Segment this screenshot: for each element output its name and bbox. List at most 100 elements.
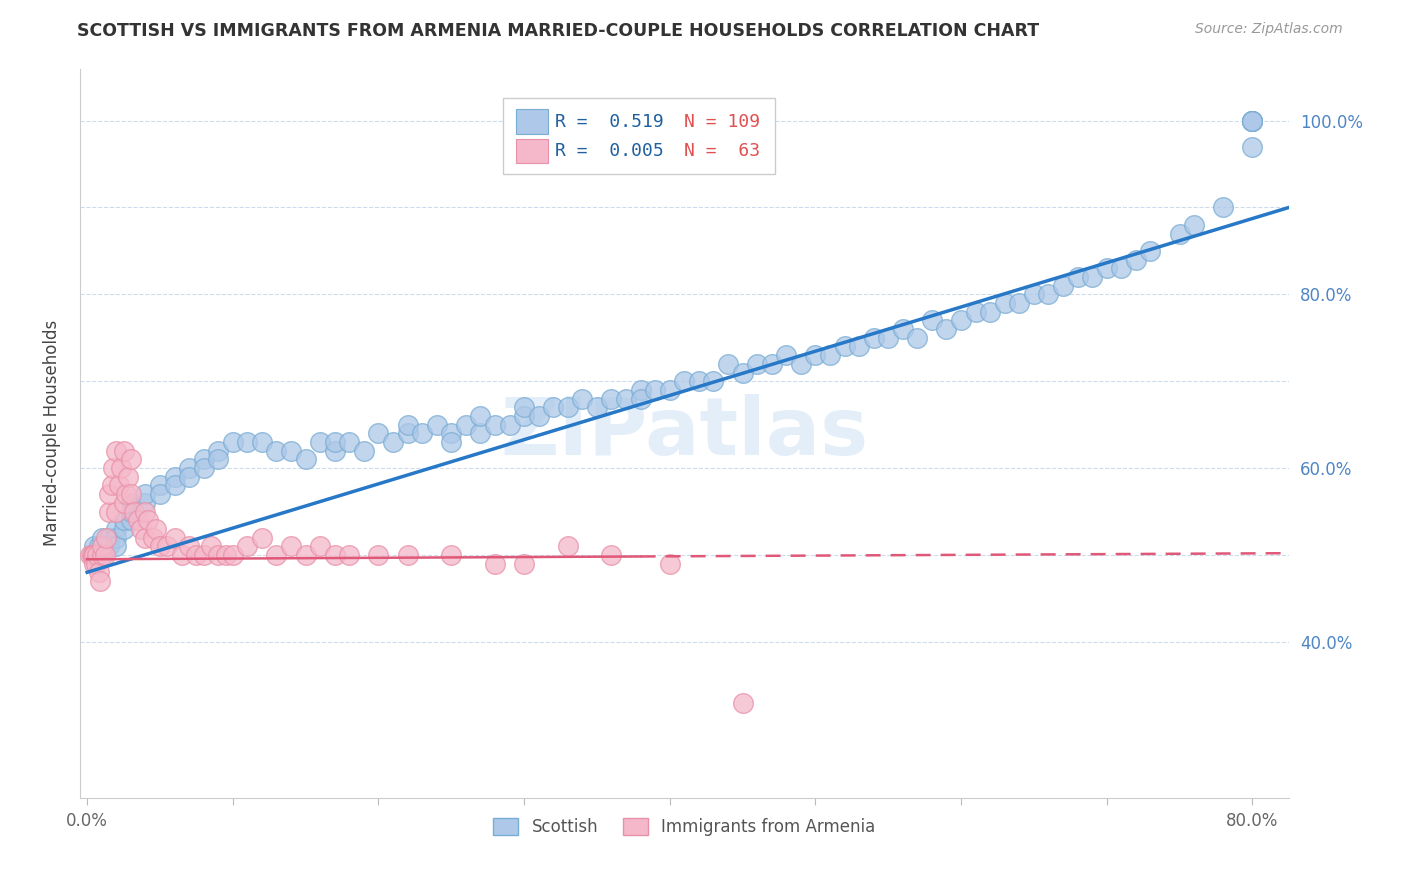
Point — [688, 374, 710, 388]
Point — [87, 566, 110, 580]
Point — [120, 496, 142, 510]
Point — [193, 452, 215, 467]
Point — [112, 496, 135, 510]
Point — [353, 443, 375, 458]
Point — [266, 548, 288, 562]
Legend: Scottish, Immigrants from Armenia: Scottish, Immigrants from Armenia — [485, 810, 884, 845]
Point — [250, 435, 273, 450]
Point — [571, 392, 593, 406]
Point — [134, 487, 156, 501]
Point — [994, 296, 1017, 310]
Point — [110, 461, 132, 475]
Point — [1038, 287, 1060, 301]
Point — [127, 513, 149, 527]
Point — [337, 548, 360, 562]
Point — [1168, 227, 1191, 241]
Point — [79, 548, 101, 562]
Point — [1109, 261, 1132, 276]
Y-axis label: Married-couple Households: Married-couple Households — [44, 320, 60, 547]
Point — [236, 539, 259, 553]
Point — [557, 401, 579, 415]
Point — [440, 426, 463, 441]
Point — [103, 461, 125, 475]
Point — [557, 539, 579, 553]
Point — [266, 443, 288, 458]
Point — [193, 461, 215, 475]
Point — [105, 504, 128, 518]
Point — [513, 557, 536, 571]
Point — [105, 531, 128, 545]
Point — [163, 469, 186, 483]
Text: R =  0.005: R = 0.005 — [555, 142, 664, 160]
Point — [214, 548, 236, 562]
Point — [935, 322, 957, 336]
Point — [90, 548, 112, 562]
Point — [470, 409, 492, 423]
Point — [134, 504, 156, 518]
Point — [222, 548, 245, 562]
Point — [1241, 113, 1264, 128]
Point — [86, 548, 108, 562]
Point — [702, 374, 724, 388]
Point — [186, 548, 208, 562]
Point — [193, 548, 215, 562]
Point — [129, 522, 152, 536]
Point — [323, 443, 346, 458]
Point — [105, 443, 128, 458]
Point — [470, 426, 492, 441]
Point — [1095, 261, 1118, 276]
Point — [541, 401, 564, 415]
Point — [600, 548, 623, 562]
Point — [136, 513, 159, 527]
Point — [134, 531, 156, 545]
Point — [454, 417, 477, 432]
Point — [337, 435, 360, 450]
Point — [112, 513, 135, 527]
Point — [731, 696, 754, 710]
Point — [630, 392, 652, 406]
Point — [965, 304, 987, 318]
Point — [848, 339, 870, 353]
Point — [1081, 270, 1104, 285]
Point — [163, 478, 186, 492]
Point — [1139, 244, 1161, 258]
Point — [90, 539, 112, 553]
Text: ZIPatlas: ZIPatlas — [501, 394, 869, 473]
Point — [120, 487, 142, 501]
Point — [83, 548, 105, 562]
Point — [411, 426, 433, 441]
Point — [236, 435, 259, 450]
Point — [207, 443, 229, 458]
Point — [673, 374, 696, 388]
Point — [600, 392, 623, 406]
Point — [834, 339, 856, 353]
Point — [717, 357, 740, 371]
Point — [105, 522, 128, 536]
Point — [170, 548, 193, 562]
Point — [382, 435, 405, 450]
Point — [83, 557, 105, 571]
Point — [1241, 113, 1264, 128]
Point — [112, 443, 135, 458]
Point — [120, 513, 142, 527]
Point — [117, 469, 139, 483]
Point — [1182, 218, 1205, 232]
Text: N = 109: N = 109 — [685, 112, 761, 131]
Point — [1241, 113, 1264, 128]
Point — [396, 548, 419, 562]
Point — [90, 539, 112, 553]
Point — [200, 539, 222, 553]
Point — [1066, 270, 1088, 285]
FancyBboxPatch shape — [503, 98, 775, 174]
Point — [156, 539, 179, 553]
Point — [90, 531, 112, 545]
Point — [921, 313, 943, 327]
Point — [101, 478, 124, 492]
Point — [179, 469, 201, 483]
Point — [82, 548, 104, 562]
Point — [484, 417, 506, 432]
Point — [98, 531, 121, 545]
Point — [93, 548, 115, 562]
Point — [1212, 201, 1234, 215]
Point — [905, 331, 928, 345]
